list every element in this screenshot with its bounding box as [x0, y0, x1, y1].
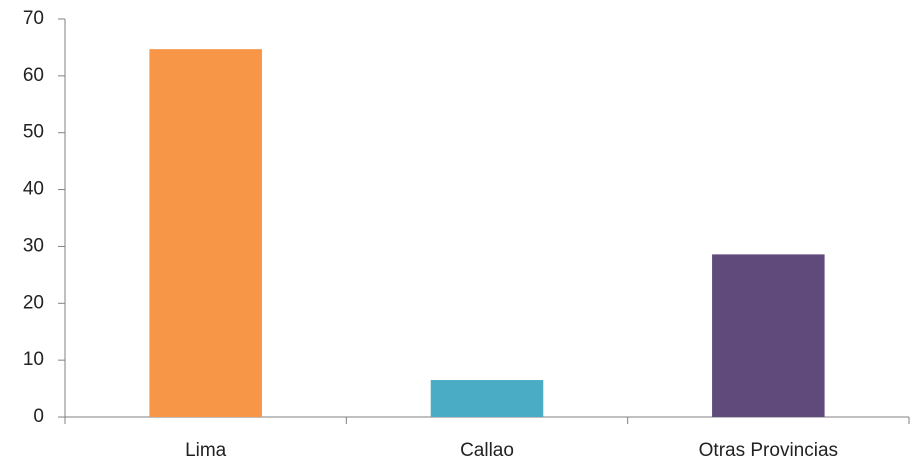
bar-callao: [430, 380, 544, 417]
y-tick-label: 10: [23, 349, 44, 370]
x-axis: Lima Callao Otras Provincias: [64, 416, 910, 461]
bars: [149, 49, 825, 418]
y-tick-label: 0: [33, 406, 44, 427]
y-tick-label: 40: [23, 179, 44, 200]
y-axis: 0 10 20 30 40 50 60 70: [23, 8, 66, 427]
x-tick-label: Otras Provincias: [699, 440, 838, 461]
y-tick-label: 70: [23, 8, 44, 29]
x-tick-label: Lima: [185, 440, 227, 461]
x-tick-label: Callao: [460, 440, 514, 461]
y-tick-label: 50: [23, 122, 44, 143]
y-tick-label: 60: [23, 65, 44, 86]
bar-otras-provincias: [712, 254, 825, 417]
y-tick-label: 30: [23, 235, 44, 256]
bar-lima: [149, 49, 262, 418]
y-tick-label: 20: [23, 292, 44, 313]
